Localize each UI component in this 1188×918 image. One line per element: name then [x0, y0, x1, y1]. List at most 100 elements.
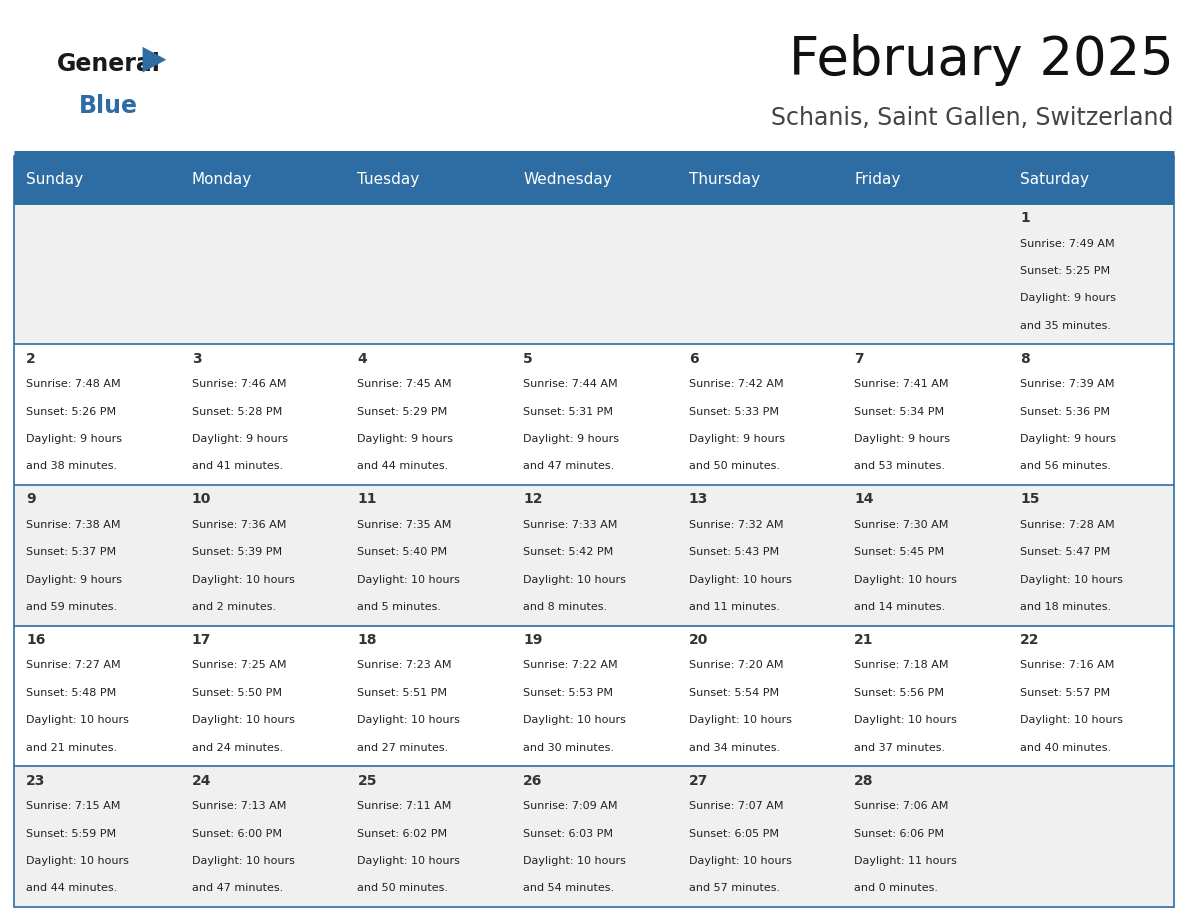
- Text: Sunrise: 7:25 AM: Sunrise: 7:25 AM: [191, 660, 286, 670]
- Text: 4: 4: [358, 352, 367, 365]
- Text: 15: 15: [1020, 492, 1040, 507]
- Text: and 0 minutes.: and 0 minutes.: [854, 883, 939, 893]
- Text: Daylight: 9 hours: Daylight: 9 hours: [26, 575, 122, 585]
- Text: 6: 6: [689, 352, 699, 365]
- Text: Sunrise: 7:33 AM: Sunrise: 7:33 AM: [523, 520, 618, 530]
- Text: Daylight: 10 hours: Daylight: 10 hours: [358, 856, 460, 866]
- Bar: [14, 156, 1174, 204]
- Text: Sunrise: 7:49 AM: Sunrise: 7:49 AM: [1020, 239, 1114, 249]
- Text: Daylight: 10 hours: Daylight: 10 hours: [689, 856, 791, 866]
- Text: Sunrise: 7:32 AM: Sunrise: 7:32 AM: [689, 520, 783, 530]
- Text: Daylight: 10 hours: Daylight: 10 hours: [358, 715, 460, 725]
- Text: Sunrise: 7:44 AM: Sunrise: 7:44 AM: [523, 379, 618, 389]
- Text: Sunset: 5:53 PM: Sunset: 5:53 PM: [523, 688, 613, 698]
- Text: Sunrise: 7:06 AM: Sunrise: 7:06 AM: [854, 801, 949, 812]
- Text: Sunset: 6:03 PM: Sunset: 6:03 PM: [523, 829, 613, 838]
- Text: and 47 minutes.: and 47 minutes.: [191, 883, 283, 893]
- Text: Sunset: 5:39 PM: Sunset: 5:39 PM: [191, 547, 282, 557]
- Text: and 30 minutes.: and 30 minutes.: [523, 743, 614, 753]
- Text: Sunset: 6:05 PM: Sunset: 6:05 PM: [689, 829, 778, 838]
- Text: Sunset: 5:34 PM: Sunset: 5:34 PM: [854, 407, 944, 417]
- Text: Daylight: 10 hours: Daylight: 10 hours: [523, 856, 626, 866]
- Text: Sunrise: 7:30 AM: Sunrise: 7:30 AM: [854, 520, 949, 530]
- Text: and 50 minutes.: and 50 minutes.: [358, 883, 448, 893]
- Text: Daylight: 10 hours: Daylight: 10 hours: [854, 575, 958, 585]
- Text: Daylight: 10 hours: Daylight: 10 hours: [689, 575, 791, 585]
- Text: 11: 11: [358, 492, 377, 507]
- Text: Wednesday: Wednesday: [523, 173, 612, 187]
- Text: Sunrise: 7:35 AM: Sunrise: 7:35 AM: [358, 520, 451, 530]
- Text: Sunrise: 7:20 AM: Sunrise: 7:20 AM: [689, 660, 783, 670]
- Text: Sunrise: 7:09 AM: Sunrise: 7:09 AM: [523, 801, 618, 812]
- Text: 23: 23: [26, 774, 45, 788]
- Text: Daylight: 9 hours: Daylight: 9 hours: [854, 434, 950, 444]
- Bar: [14, 485, 1174, 626]
- Bar: [14, 767, 1174, 907]
- Text: Blue: Blue: [78, 94, 138, 118]
- Text: and 5 minutes.: and 5 minutes.: [358, 602, 442, 612]
- Text: and 54 minutes.: and 54 minutes.: [523, 883, 614, 893]
- Text: 27: 27: [689, 774, 708, 788]
- Text: and 40 minutes.: and 40 minutes.: [1020, 743, 1111, 753]
- Text: Sunrise: 7:07 AM: Sunrise: 7:07 AM: [689, 801, 783, 812]
- Text: 20: 20: [689, 633, 708, 647]
- Text: and 44 minutes.: and 44 minutes.: [358, 462, 449, 472]
- Text: 22: 22: [1020, 633, 1040, 647]
- Text: Sunset: 5:42 PM: Sunset: 5:42 PM: [523, 547, 613, 557]
- Text: Sunset: 5:59 PM: Sunset: 5:59 PM: [26, 829, 116, 838]
- Text: 24: 24: [191, 774, 211, 788]
- Text: Daylight: 10 hours: Daylight: 10 hours: [523, 575, 626, 585]
- Text: Sunset: 5:54 PM: Sunset: 5:54 PM: [689, 688, 779, 698]
- Text: Schanis, Saint Gallen, Switzerland: Schanis, Saint Gallen, Switzerland: [771, 106, 1174, 129]
- Text: and 11 minutes.: and 11 minutes.: [689, 602, 779, 612]
- Polygon shape: [143, 47, 166, 73]
- Text: Daylight: 10 hours: Daylight: 10 hours: [191, 575, 295, 585]
- Text: and 53 minutes.: and 53 minutes.: [854, 462, 946, 472]
- Text: and 57 minutes.: and 57 minutes.: [689, 883, 779, 893]
- Text: Daylight: 9 hours: Daylight: 9 hours: [191, 434, 287, 444]
- Text: Sunset: 5:47 PM: Sunset: 5:47 PM: [1020, 547, 1111, 557]
- Text: and 27 minutes.: and 27 minutes.: [358, 743, 449, 753]
- Text: Daylight: 10 hours: Daylight: 10 hours: [1020, 715, 1123, 725]
- Text: 3: 3: [191, 352, 202, 365]
- Text: 13: 13: [689, 492, 708, 507]
- Text: 12: 12: [523, 492, 543, 507]
- Text: 7: 7: [854, 352, 864, 365]
- Text: Sunrise: 7:28 AM: Sunrise: 7:28 AM: [1020, 520, 1114, 530]
- Text: Daylight: 10 hours: Daylight: 10 hours: [26, 715, 129, 725]
- Text: 5: 5: [523, 352, 532, 365]
- Text: Daylight: 11 hours: Daylight: 11 hours: [854, 856, 958, 866]
- Text: Sunrise: 7:22 AM: Sunrise: 7:22 AM: [523, 660, 618, 670]
- Text: 17: 17: [191, 633, 211, 647]
- Text: Daylight: 10 hours: Daylight: 10 hours: [689, 715, 791, 725]
- Bar: [14, 626, 1174, 767]
- Text: and 44 minutes.: and 44 minutes.: [26, 883, 118, 893]
- Text: Sunset: 5:40 PM: Sunset: 5:40 PM: [358, 547, 448, 557]
- Text: Daylight: 10 hours: Daylight: 10 hours: [191, 715, 295, 725]
- Text: Daylight: 9 hours: Daylight: 9 hours: [1020, 294, 1116, 304]
- Text: Daylight: 10 hours: Daylight: 10 hours: [854, 715, 958, 725]
- Text: 28: 28: [854, 774, 874, 788]
- Text: Daylight: 9 hours: Daylight: 9 hours: [1020, 434, 1116, 444]
- Text: Sunset: 5:56 PM: Sunset: 5:56 PM: [854, 688, 944, 698]
- Text: Sunset: 5:36 PM: Sunset: 5:36 PM: [1020, 407, 1110, 417]
- Text: Monday: Monday: [191, 173, 252, 187]
- Text: Sunset: 5:31 PM: Sunset: 5:31 PM: [523, 407, 613, 417]
- Text: and 50 minutes.: and 50 minutes.: [689, 462, 779, 472]
- Text: 18: 18: [358, 633, 377, 647]
- Text: Daylight: 9 hours: Daylight: 9 hours: [26, 434, 122, 444]
- Text: and 41 minutes.: and 41 minutes.: [191, 462, 283, 472]
- Text: and 24 minutes.: and 24 minutes.: [191, 743, 283, 753]
- Text: Sunset: 5:43 PM: Sunset: 5:43 PM: [689, 547, 779, 557]
- Text: Thursday: Thursday: [689, 173, 760, 187]
- Text: February 2025: February 2025: [789, 34, 1174, 85]
- Text: 10: 10: [191, 492, 211, 507]
- Text: Sunset: 5:48 PM: Sunset: 5:48 PM: [26, 688, 116, 698]
- Text: Sunset: 5:51 PM: Sunset: 5:51 PM: [358, 688, 448, 698]
- Text: 21: 21: [854, 633, 874, 647]
- Text: Sunrise: 7:46 AM: Sunrise: 7:46 AM: [191, 379, 286, 389]
- Text: Daylight: 9 hours: Daylight: 9 hours: [523, 434, 619, 444]
- Text: Sunset: 5:29 PM: Sunset: 5:29 PM: [358, 407, 448, 417]
- Text: Sunrise: 7:23 AM: Sunrise: 7:23 AM: [358, 660, 451, 670]
- Bar: [14, 344, 1174, 485]
